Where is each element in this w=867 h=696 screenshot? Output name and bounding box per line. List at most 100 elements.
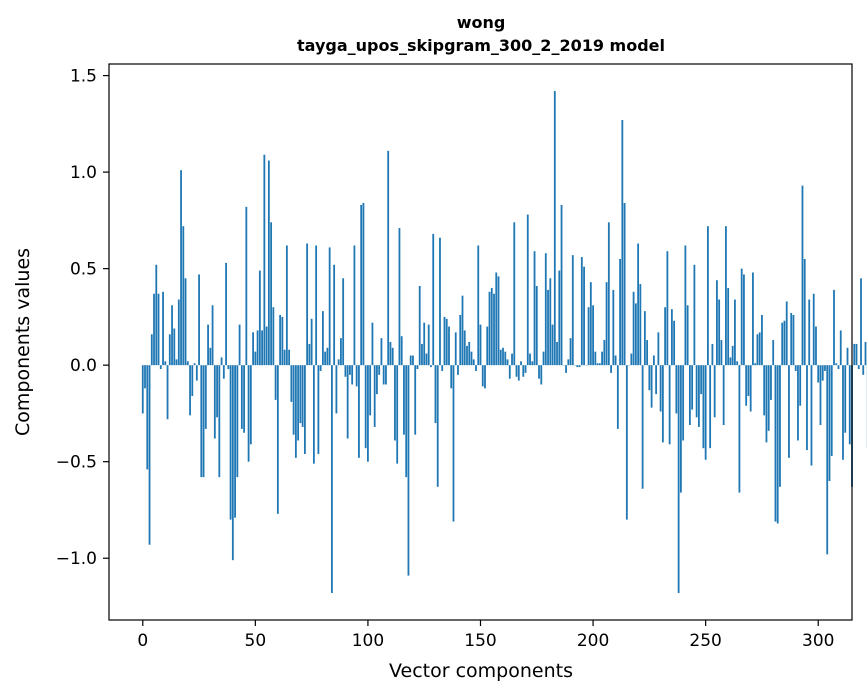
bar-318 [857, 365, 860, 370]
bar-184 [556, 342, 558, 366]
bar-219 [634, 303, 637, 366]
bar-73 [306, 243, 309, 366]
bar-23 [193, 363, 196, 366]
bar-104 [376, 365, 378, 395]
bar-19 [184, 278, 187, 366]
bar-231 [661, 365, 664, 443]
bar-215 [625, 365, 628, 520]
bar-196 [583, 266, 585, 366]
bar-309 [837, 365, 840, 370]
bar-239 [679, 365, 682, 493]
bar-289 [792, 314, 795, 366]
bar-250 [704, 365, 707, 460]
bar-50 [254, 351, 257, 366]
bar-242 [686, 305, 689, 366]
bar-86 [335, 365, 338, 414]
bar-114 [398, 228, 401, 366]
bar-269 [747, 365, 750, 397]
bar-26 [200, 365, 203, 478]
bar-40 [231, 365, 234, 561]
bar-21 [189, 365, 191, 416]
bar-77 [315, 245, 318, 366]
bar-193 [576, 365, 579, 368]
bar-15 [175, 359, 178, 366]
bar-80 [321, 311, 324, 366]
bar-206 [605, 282, 608, 366]
bar-212 [619, 258, 621, 366]
bar-314 [848, 365, 851, 445]
bar-116 [403, 365, 405, 435]
bar-253 [711, 343, 714, 366]
bar-66 [290, 365, 293, 402]
bar-83 [328, 247, 331, 366]
bar-311 [842, 365, 844, 460]
bar-222 [641, 365, 644, 489]
bar-270 [749, 365, 752, 412]
bar-296 [808, 299, 811, 366]
bar-37 [225, 262, 227, 366]
bar-302 [821, 365, 824, 381]
bar-32 [213, 365, 216, 439]
bar-254 [713, 365, 716, 418]
bar-8 [159, 365, 162, 370]
bar-92 [349, 365, 351, 375]
bar-272 [754, 363, 757, 366]
bar-297 [810, 365, 813, 466]
bar-176 [538, 365, 540, 379]
bar-105 [378, 365, 381, 375]
bar-60 [276, 365, 279, 514]
bar-9 [162, 291, 164, 366]
x-tick-label: 100 [352, 631, 384, 651]
bar-142 [461, 295, 464, 366]
bar-299 [815, 326, 817, 366]
x-tick-label: 250 [689, 631, 721, 651]
bar-284 [781, 322, 784, 366]
bar-285 [783, 320, 786, 366]
bar-27 [202, 365, 205, 478]
bar-129 [432, 233, 435, 366]
y-tick-label: −1.0 [56, 549, 97, 569]
bar-277 [765, 365, 768, 443]
bar-211 [616, 365, 619, 429]
bar-248 [700, 365, 703, 395]
bar-49 [252, 332, 254, 366]
bar-319 [860, 278, 862, 366]
bar-149 [477, 245, 480, 366]
bar-124 [421, 343, 423, 366]
bar-238 [677, 365, 680, 593]
bar-152 [484, 365, 486, 389]
bar-101 [369, 365, 372, 416]
bar-256 [718, 299, 721, 366]
bar-28 [204, 365, 207, 429]
bar-195 [580, 257, 583, 366]
bar-143 [463, 330, 466, 366]
bar-156 [493, 293, 495, 366]
bar-194 [578, 365, 581, 368]
bar-199 [589, 282, 592, 366]
bar-185 [558, 270, 561, 366]
bar-119 [409, 355, 412, 366]
bar-161 [504, 351, 507, 366]
bar-268 [745, 365, 748, 406]
bar-7 [157, 293, 160, 366]
bar-252 [709, 365, 712, 449]
bar-117 [405, 365, 408, 478]
bar-69 [297, 365, 300, 441]
bar-113 [396, 365, 399, 464]
bar-110 [389, 342, 392, 366]
bar-55 [265, 326, 268, 366]
bar-175 [535, 286, 538, 366]
chart-subtitle: tayga_upos_skipgram_300_2_2019 model [297, 36, 665, 55]
bar-94 [353, 245, 356, 366]
bar-98 [362, 203, 365, 366]
bar-68 [294, 365, 297, 458]
bar-313 [846, 347, 849, 366]
x-tick-label: 200 [577, 631, 609, 651]
bar-133 [441, 365, 444, 371]
bar-112 [394, 365, 396, 441]
bar-249 [702, 365, 705, 449]
bar-38 [227, 365, 230, 370]
bar-148 [475, 365, 477, 371]
bar-281 [774, 365, 777, 522]
bar-91 [346, 365, 349, 439]
